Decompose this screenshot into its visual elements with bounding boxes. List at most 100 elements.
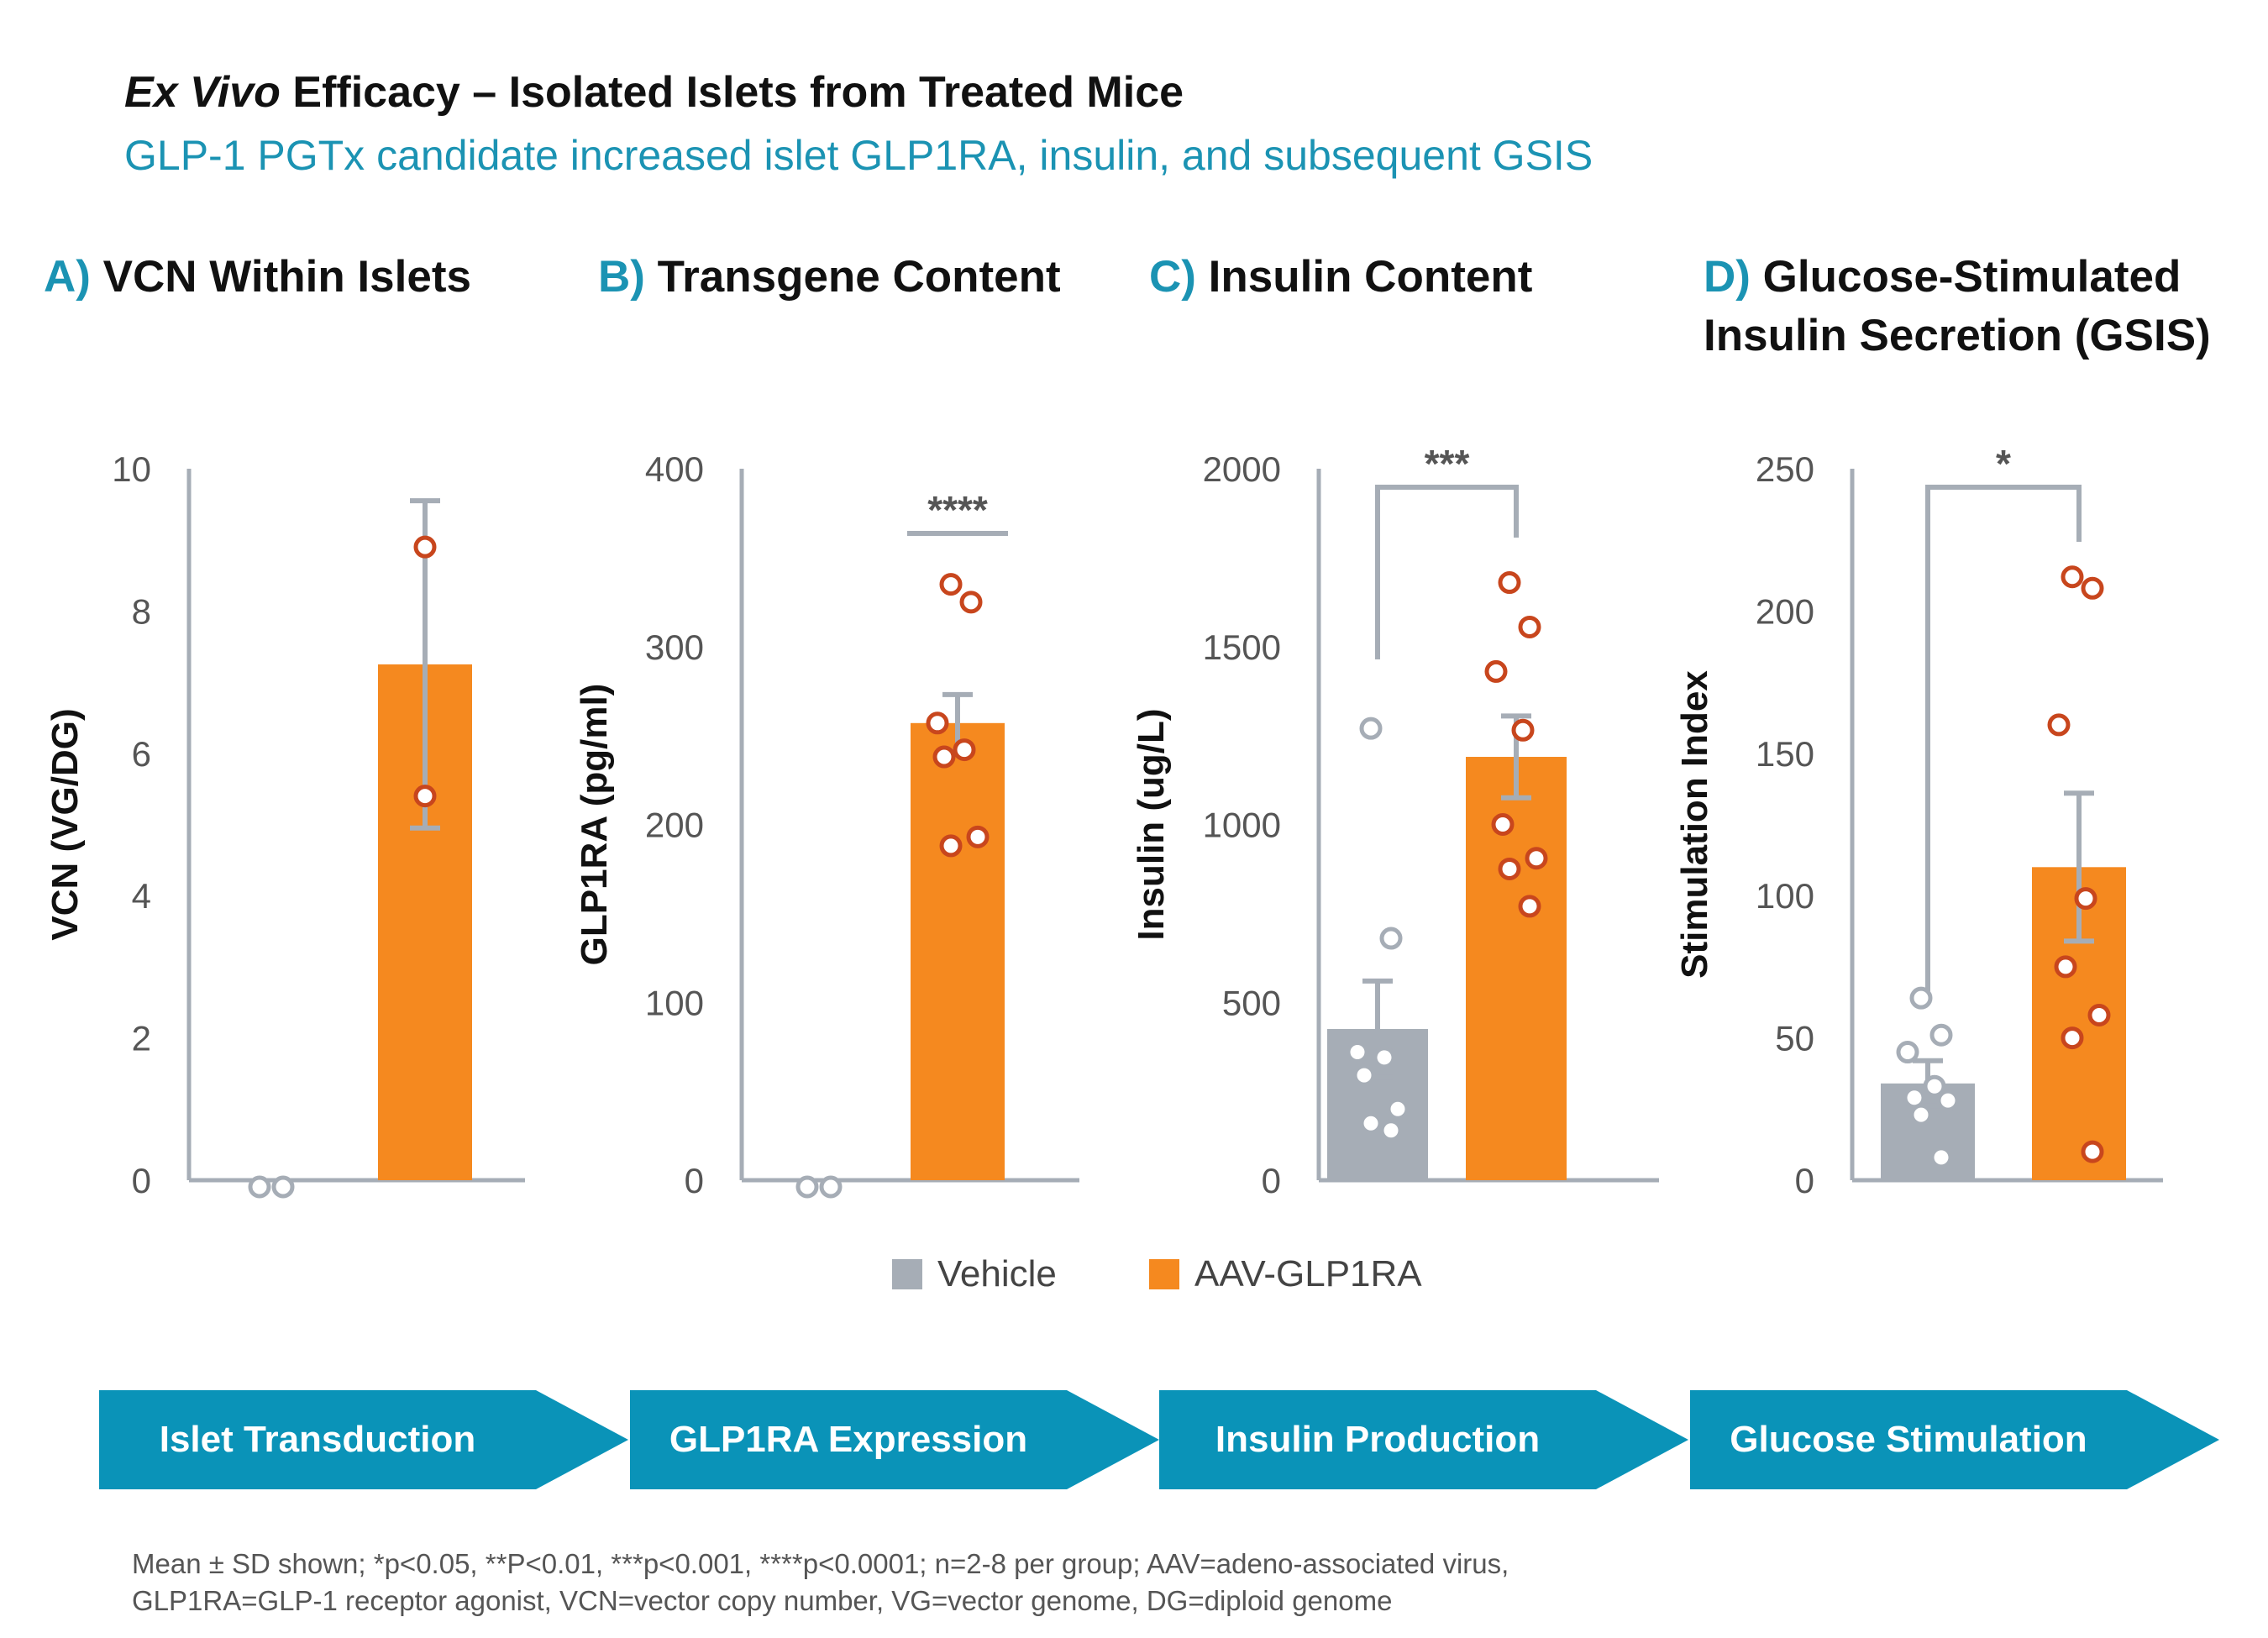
footnote-line1: Mean ± SD shown; *p<0.05, **P<0.01, ***p… [132, 1548, 1509, 1579]
step-4-body: Glucose Stimulation [1690, 1390, 2127, 1489]
panel-c-significance-label: *** [1425, 442, 1470, 486]
panel-c-tick-label: 2000 [1203, 449, 1281, 489]
panel-d-y-label: Stimulation Index [1674, 670, 1715, 979]
panel-d-letter: D) [1704, 252, 1751, 302]
panel-b-point-treated [926, 711, 949, 735]
panel-d-point-treated [2061, 1026, 2084, 1050]
arrow-right-icon [1067, 1390, 1159, 1489]
panel-a-point-treated [413, 535, 437, 559]
panel-c-point-treated [1525, 847, 1548, 870]
legend-treated-swatch [1149, 1259, 1179, 1289]
arrow-right-icon [1596, 1390, 1688, 1489]
step-3-label: Insulin Production [1215, 1419, 1541, 1460]
legend-treated: AAV-GLP1RA [1149, 1253, 1422, 1295]
panel-b-significance-label: **** [927, 488, 988, 532]
panel-d-point-treated [2054, 955, 2077, 979]
panel-c-point-vehicle [1352, 1063, 1376, 1087]
panel-a-letter: A) [44, 252, 91, 302]
panel-b-letter: B) [598, 252, 645, 302]
panel-c-text: Insulin Content [1208, 252, 1533, 302]
panel-c-point-treated [1511, 718, 1535, 742]
panel-a-point-vehicle [248, 1175, 271, 1199]
panel-c-point-vehicle [1373, 1046, 1396, 1069]
step-4-label: Glucose Stimulation [1730, 1419, 2087, 1460]
panel-d-tick-label: 200 [1756, 591, 1814, 631]
panel-c-point-vehicle [1386, 1097, 1410, 1121]
step-1-label: Islet Transduction [159, 1419, 476, 1460]
panel-d-point-vehicle [1929, 1023, 1953, 1047]
panel-d-point-vehicle [1923, 1074, 1946, 1098]
panel-d-tick-label: 50 [1775, 1019, 1814, 1058]
legend-vehicle-label: Vehicle [937, 1253, 1057, 1294]
panel-d-significance-bracket [1925, 485, 2082, 991]
panel-d-tick-label: 150 [1756, 734, 1814, 774]
title-italic: Ex Vivo [124, 68, 281, 117]
panel-c-point-vehicle [1379, 1119, 1403, 1142]
arrow-right-icon [536, 1390, 628, 1489]
panel-b-y-label: GLP1RA (pg/ml) [574, 684, 615, 966]
panel-c-tick-label: 0 [1262, 1161, 1281, 1200]
panel-c-point-treated [1491, 813, 1515, 836]
panel-c-tick-label: 500 [1222, 983, 1281, 1022]
panel-a-y-label: VCN (VG/DG) [45, 708, 86, 940]
panel-c-point-vehicle [1359, 1111, 1383, 1135]
panel-c-bar-treated [1466, 757, 1567, 1180]
panel-a-tick-label: 0 [132, 1161, 151, 1200]
arrow-right-icon [2127, 1390, 2219, 1489]
panel-c-significance-bracket [1375, 485, 1519, 659]
panel-a-point-treated [413, 785, 437, 808]
title-rest: Efficacy – Isolated Islets from Treated … [280, 68, 1184, 117]
panel-c-tick-label: 1000 [1203, 806, 1281, 845]
panel-b-point-treated [939, 573, 963, 596]
panel-b-point-vehicle [819, 1175, 843, 1199]
step-3-body: Insulin Production [1159, 1390, 1596, 1489]
panel-c-point-treated [1518, 615, 1541, 638]
subtitle: GLP-1 PGTx candidate increased islet GLP… [124, 132, 1593, 179]
panel-c-point-treated [1484, 659, 1508, 683]
panel-d-tick-label: 250 [1756, 449, 1814, 489]
panel-c-y-label: Insulin (ug/L) [1131, 708, 1172, 940]
panel-d-point-treated [2061, 565, 2084, 589]
legend-treated-label: AAV-GLP1RA [1194, 1253, 1422, 1294]
panel-b-bar-treated [911, 722, 1005, 1180]
panel-b-tick-label: 300 [645, 627, 704, 667]
panel-d-point-treated [2087, 1003, 2111, 1026]
panel-d-tick-label: 100 [1756, 876, 1814, 916]
panel-b-point-vehicle [795, 1175, 819, 1199]
panel-d-point-vehicle [1936, 1089, 1960, 1112]
step-islet-transduction: Islet Transduction [99, 1390, 628, 1489]
panel-d-point-treated [2047, 713, 2071, 737]
panel-c-title: C) Insulin Content [1149, 248, 1532, 307]
panel-b-point-treated [953, 738, 976, 762]
footnote-line2: GLP1RA=GLP-1 receptor agonist, VCN=vecto… [132, 1585, 1393, 1616]
panel-b-tick-label: 200 [645, 806, 704, 845]
step-glucose-stimulation: Glucose Stimulation [1690, 1390, 2219, 1489]
panel-b-point-treated [932, 745, 956, 769]
step-insulin-production: Insulin Production [1159, 1390, 1688, 1489]
panel-b-tick-label: 0 [685, 1161, 704, 1200]
panel-d-point-treated [2081, 576, 2104, 600]
panel-b-tick-label: 400 [645, 449, 704, 489]
panel-d-point-vehicle [1909, 1103, 1933, 1126]
panel-a-text: VCN Within Islets [102, 252, 471, 302]
panel-a-point-vehicle [271, 1175, 295, 1199]
panel-b-tick-label: 100 [645, 983, 704, 1022]
panel-c-tick-label: 1500 [1203, 627, 1281, 667]
panel-b-title: B) Transgene Content [598, 248, 1061, 307]
panel-b-point-treated [939, 834, 963, 858]
step-2-body: GLP1RA Expression [630, 1390, 1067, 1489]
panel-a-tick-label: 4 [132, 876, 151, 916]
panel-d-point-treated [2081, 1140, 2104, 1163]
legend-vehicle: Vehicle [892, 1253, 1057, 1295]
step-1-body: Islet Transduction [99, 1390, 536, 1489]
panel-c-point-vehicle [1359, 717, 1383, 740]
main-title: Ex Vivo Efficacy – Isolated Islets from … [124, 67, 1184, 118]
legend-vehicle-swatch [892, 1259, 922, 1289]
panel-a-title: A) VCN Within Islets [44, 248, 471, 307]
panel-d-tick-label: 0 [1795, 1161, 1814, 1200]
panel-b-point-treated [959, 591, 983, 614]
footnote: Mean ± SD shown; *p<0.05, **P<0.01, ***p… [132, 1546, 1509, 1620]
panel-a-tick-label: 8 [132, 591, 151, 631]
panel-d-significance-label: * [1996, 442, 2011, 486]
